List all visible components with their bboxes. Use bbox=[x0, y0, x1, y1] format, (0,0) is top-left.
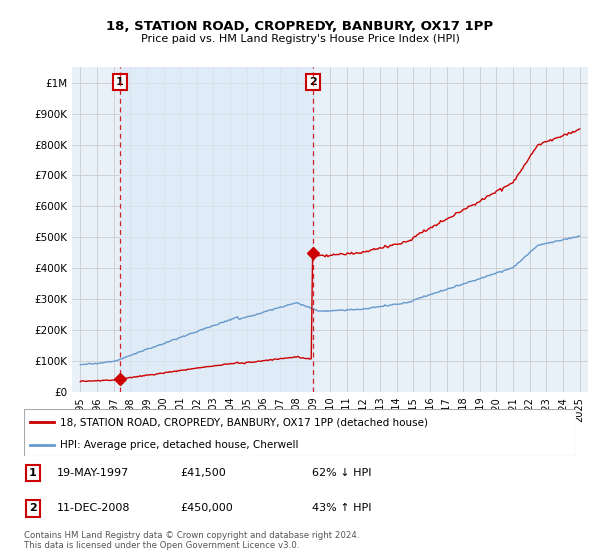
Text: 18, STATION ROAD, CROPREDY, BANBURY, OX17 1PP (detached house): 18, STATION ROAD, CROPREDY, BANBURY, OX1… bbox=[60, 417, 428, 427]
Text: 2: 2 bbox=[308, 77, 316, 87]
Text: £450,000: £450,000 bbox=[180, 503, 233, 514]
Text: 1: 1 bbox=[29, 468, 37, 478]
FancyBboxPatch shape bbox=[24, 409, 576, 456]
Bar bbox=[120, 67, 313, 392]
Text: Price paid vs. HM Land Registry's House Price Index (HPI): Price paid vs. HM Land Registry's House … bbox=[140, 34, 460, 44]
Text: 1: 1 bbox=[116, 77, 124, 87]
Text: 11-DEC-2008: 11-DEC-2008 bbox=[57, 503, 131, 514]
Text: Contains HM Land Registry data © Crown copyright and database right 2024.
This d: Contains HM Land Registry data © Crown c… bbox=[24, 530, 359, 550]
Text: HPI: Average price, detached house, Cherwell: HPI: Average price, detached house, Cher… bbox=[60, 440, 298, 450]
Text: 19-MAY-1997: 19-MAY-1997 bbox=[57, 468, 129, 478]
Text: 62% ↓ HPI: 62% ↓ HPI bbox=[312, 468, 371, 478]
Text: £41,500: £41,500 bbox=[180, 468, 226, 478]
Text: 43% ↑ HPI: 43% ↑ HPI bbox=[312, 503, 371, 514]
Text: 2: 2 bbox=[29, 503, 37, 514]
Text: 18, STATION ROAD, CROPREDY, BANBURY, OX17 1PP: 18, STATION ROAD, CROPREDY, BANBURY, OX1… bbox=[106, 20, 494, 32]
